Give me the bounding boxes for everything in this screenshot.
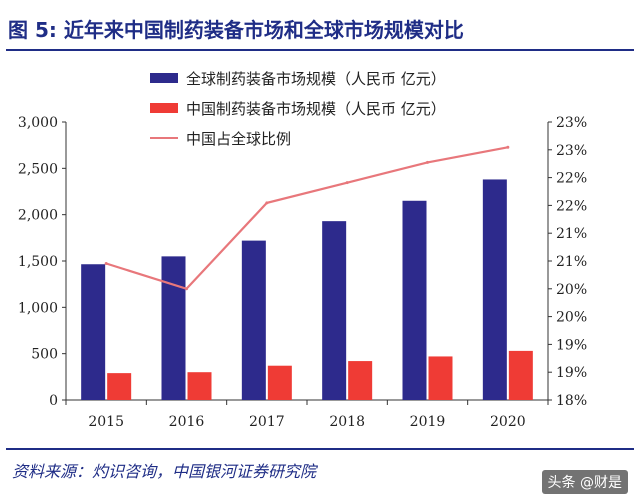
right-tick-label: 21% bbox=[556, 226, 587, 242]
bar-china bbox=[107, 373, 132, 400]
x-tick-label: 2016 bbox=[169, 414, 205, 430]
legend: 全球制药装备市场规模（人民币 亿元） 中国制药装备市场规模（人民币 亿元） 中国… bbox=[150, 64, 530, 154]
right-tick-label: 20% bbox=[556, 310, 587, 326]
left-tick-label: 1,000 bbox=[18, 300, 58, 316]
bar-china bbox=[508, 350, 533, 400]
bar-global bbox=[161, 256, 186, 400]
ratio-point bbox=[104, 262, 108, 266]
bar-china bbox=[187, 372, 212, 400]
left-tick-label: 3,000 bbox=[18, 115, 58, 131]
bar-china bbox=[267, 365, 292, 400]
bar-global bbox=[241, 240, 266, 400]
right-tick-label: 19% bbox=[556, 337, 587, 353]
bar-global bbox=[402, 200, 427, 400]
header-rule bbox=[6, 49, 634, 51]
legend-swatch-global bbox=[150, 73, 178, 83]
ratio-point bbox=[506, 145, 510, 149]
right-tick-label: 19% bbox=[556, 365, 587, 381]
right-tick-label: 22% bbox=[556, 198, 587, 214]
right-tick-label: 20% bbox=[556, 282, 587, 298]
chart-title: 图 5: 近年来中国制药装备市场和全球市场规模对比 bbox=[8, 18, 464, 42]
ratio-point bbox=[345, 181, 349, 185]
bar-china bbox=[348, 361, 373, 400]
watermark: 头条 @财是 bbox=[541, 470, 628, 494]
bar-global bbox=[482, 179, 507, 400]
left-tick-label: 2,500 bbox=[18, 161, 58, 177]
ratio-point bbox=[185, 287, 188, 291]
right-tick-label: 23% bbox=[556, 143, 587, 159]
x-tick-label: 2018 bbox=[329, 414, 365, 430]
right-tick-label: 18% bbox=[556, 393, 587, 409]
left-tick-label: 2,000 bbox=[18, 208, 58, 224]
x-tick-label: 2015 bbox=[88, 414, 124, 430]
legend-label-ratio: 中国占全球比例 bbox=[186, 130, 292, 148]
ratio-line bbox=[105, 146, 509, 291]
ratio-point bbox=[265, 201, 269, 205]
legend-item-china: 中国制药装备市场规模（人民币 亿元） bbox=[150, 94, 530, 124]
legend-label-global: 全球制药装备市场规模（人民币 亿元） bbox=[186, 70, 446, 88]
footer-rule bbox=[6, 448, 634, 450]
combo-chart: 0 500 1,000 1,500 2,000 2,500 3,000 18% 19% 19% 20… bbox=[18, 115, 587, 430]
x-tick-label: 2019 bbox=[410, 414, 446, 430]
right-tick-label: 23% bbox=[556, 115, 587, 131]
legend-swatch-china bbox=[150, 103, 178, 113]
x-tick-label: 2017 bbox=[249, 414, 285, 430]
source-note: 资料来源：灼识咨询，中国银河证券研究院 bbox=[12, 462, 317, 481]
left-tick-label: 0 bbox=[49, 393, 58, 409]
bar-global bbox=[81, 264, 106, 400]
legend-item-global: 全球制药装备市场规模（人民币 亿元） bbox=[150, 64, 530, 94]
right-tick-label: 22% bbox=[556, 171, 587, 187]
legend-label-china: 中国制药装备市场规模（人民币 亿元） bbox=[186, 100, 446, 118]
right-tick-label: 21% bbox=[556, 254, 587, 270]
x-tick-label: 2020 bbox=[490, 414, 526, 430]
chart-footer: 资料来源：灼识咨询，中国银河证券研究院 头条 @财是 bbox=[0, 448, 640, 501]
legend-line-ratio bbox=[150, 137, 178, 139]
left-tick-label: 1,500 bbox=[18, 254, 58, 270]
left-tick-label: 500 bbox=[31, 347, 58, 363]
legend-item-ratio: 中国占全球比例 bbox=[150, 124, 530, 154]
chart-header: 图 5: 近年来中国制药装备市场和全球市场规模对比 bbox=[0, 0, 640, 52]
bar-china bbox=[428, 356, 453, 400]
ratio-point bbox=[426, 160, 429, 164]
bar-global bbox=[322, 221, 347, 400]
